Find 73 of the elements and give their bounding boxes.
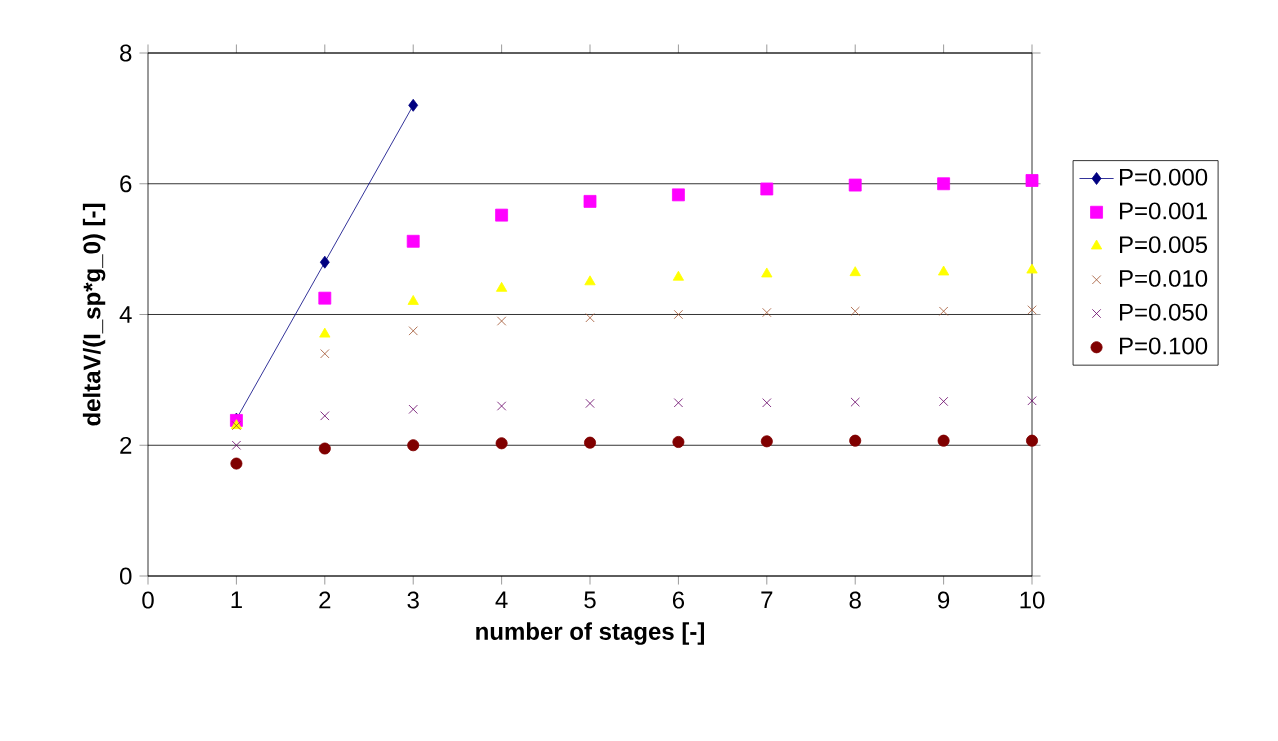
point bbox=[319, 327, 331, 338]
x-tick-label: 10 bbox=[1020, 591, 1045, 609]
point bbox=[849, 434, 862, 447]
point bbox=[760, 182, 774, 196]
x-tick-label: 7 bbox=[761, 591, 773, 609]
point bbox=[495, 437, 508, 450]
x-tick-label: 0 bbox=[142, 591, 154, 609]
x-tick-label: 5 bbox=[584, 591, 596, 609]
legend-label: P=0.050 bbox=[1120, 303, 1208, 321]
point bbox=[406, 234, 420, 248]
point bbox=[1025, 174, 1039, 187]
point bbox=[1027, 305, 1037, 315]
point bbox=[849, 266, 861, 277]
point bbox=[762, 307, 772, 318]
point bbox=[673, 398, 684, 408]
y-tick-label: 4 bbox=[119, 306, 132, 323]
y-tick-label: 8 bbox=[120, 44, 132, 62]
point bbox=[407, 439, 420, 452]
point bbox=[407, 295, 419, 305]
point bbox=[938, 396, 949, 407]
point bbox=[230, 457, 243, 470]
point bbox=[937, 177, 951, 191]
y-axis-title: deltaV/(I_sp*g_0) [-] bbox=[82, 203, 106, 426]
point bbox=[762, 398, 772, 408]
point bbox=[320, 411, 330, 421]
point bbox=[583, 195, 597, 208]
point bbox=[585, 398, 595, 409]
x-tick-label: 3 bbox=[407, 591, 419, 609]
point bbox=[1026, 434, 1039, 447]
point bbox=[495, 208, 509, 222]
point bbox=[850, 306, 860, 316]
point bbox=[1027, 396, 1037, 406]
point bbox=[938, 265, 950, 276]
point bbox=[408, 98, 419, 112]
point bbox=[408, 326, 418, 336]
point bbox=[496, 401, 507, 411]
point bbox=[319, 255, 330, 269]
point bbox=[761, 267, 773, 278]
point bbox=[760, 435, 773, 448]
point bbox=[318, 291, 332, 305]
point bbox=[848, 178, 862, 192]
point bbox=[496, 316, 507, 326]
point bbox=[1026, 263, 1038, 274]
point bbox=[408, 404, 418, 414]
y-tick-label: 0 bbox=[120, 567, 132, 585]
point bbox=[231, 440, 242, 450]
legend-label: P=0.001 bbox=[1120, 202, 1207, 220]
x-tick-label: 9 bbox=[938, 591, 950, 609]
y-tick-label: 6 bbox=[120, 175, 132, 193]
point bbox=[937, 434, 950, 447]
point bbox=[318, 442, 331, 455]
point bbox=[672, 270, 684, 281]
point bbox=[584, 436, 597, 449]
x-axis-title: number of stages [-] bbox=[476, 622, 704, 645]
x-tick-label: 6 bbox=[672, 591, 685, 609]
x-tick-label: 8 bbox=[849, 591, 861, 609]
point bbox=[584, 275, 596, 286]
x-tick-label: 2 bbox=[319, 591, 331, 609]
point bbox=[673, 309, 684, 320]
legend-label: P=0.000 bbox=[1120, 168, 1208, 186]
point bbox=[938, 306, 949, 316]
legend-label: P=0.010 bbox=[1120, 269, 1208, 287]
point bbox=[585, 313, 595, 323]
point bbox=[496, 281, 508, 292]
legend-label: P=0.100 bbox=[1120, 337, 1208, 355]
point bbox=[320, 349, 330, 359]
point bbox=[672, 435, 685, 448]
x-tick-label: 4 bbox=[495, 591, 508, 609]
point bbox=[850, 397, 860, 407]
y-tick-label: 2 bbox=[120, 436, 132, 454]
x-tick-label: 1 bbox=[231, 591, 242, 609]
legend-label: P=0.005 bbox=[1120, 236, 1208, 254]
point bbox=[672, 188, 685, 202]
